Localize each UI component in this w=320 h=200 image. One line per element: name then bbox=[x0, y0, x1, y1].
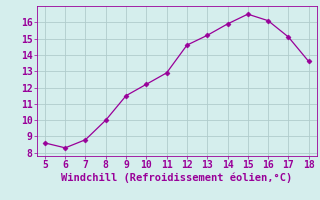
X-axis label: Windchill (Refroidissement éolien,°C): Windchill (Refroidissement éolien,°C) bbox=[61, 173, 292, 183]
